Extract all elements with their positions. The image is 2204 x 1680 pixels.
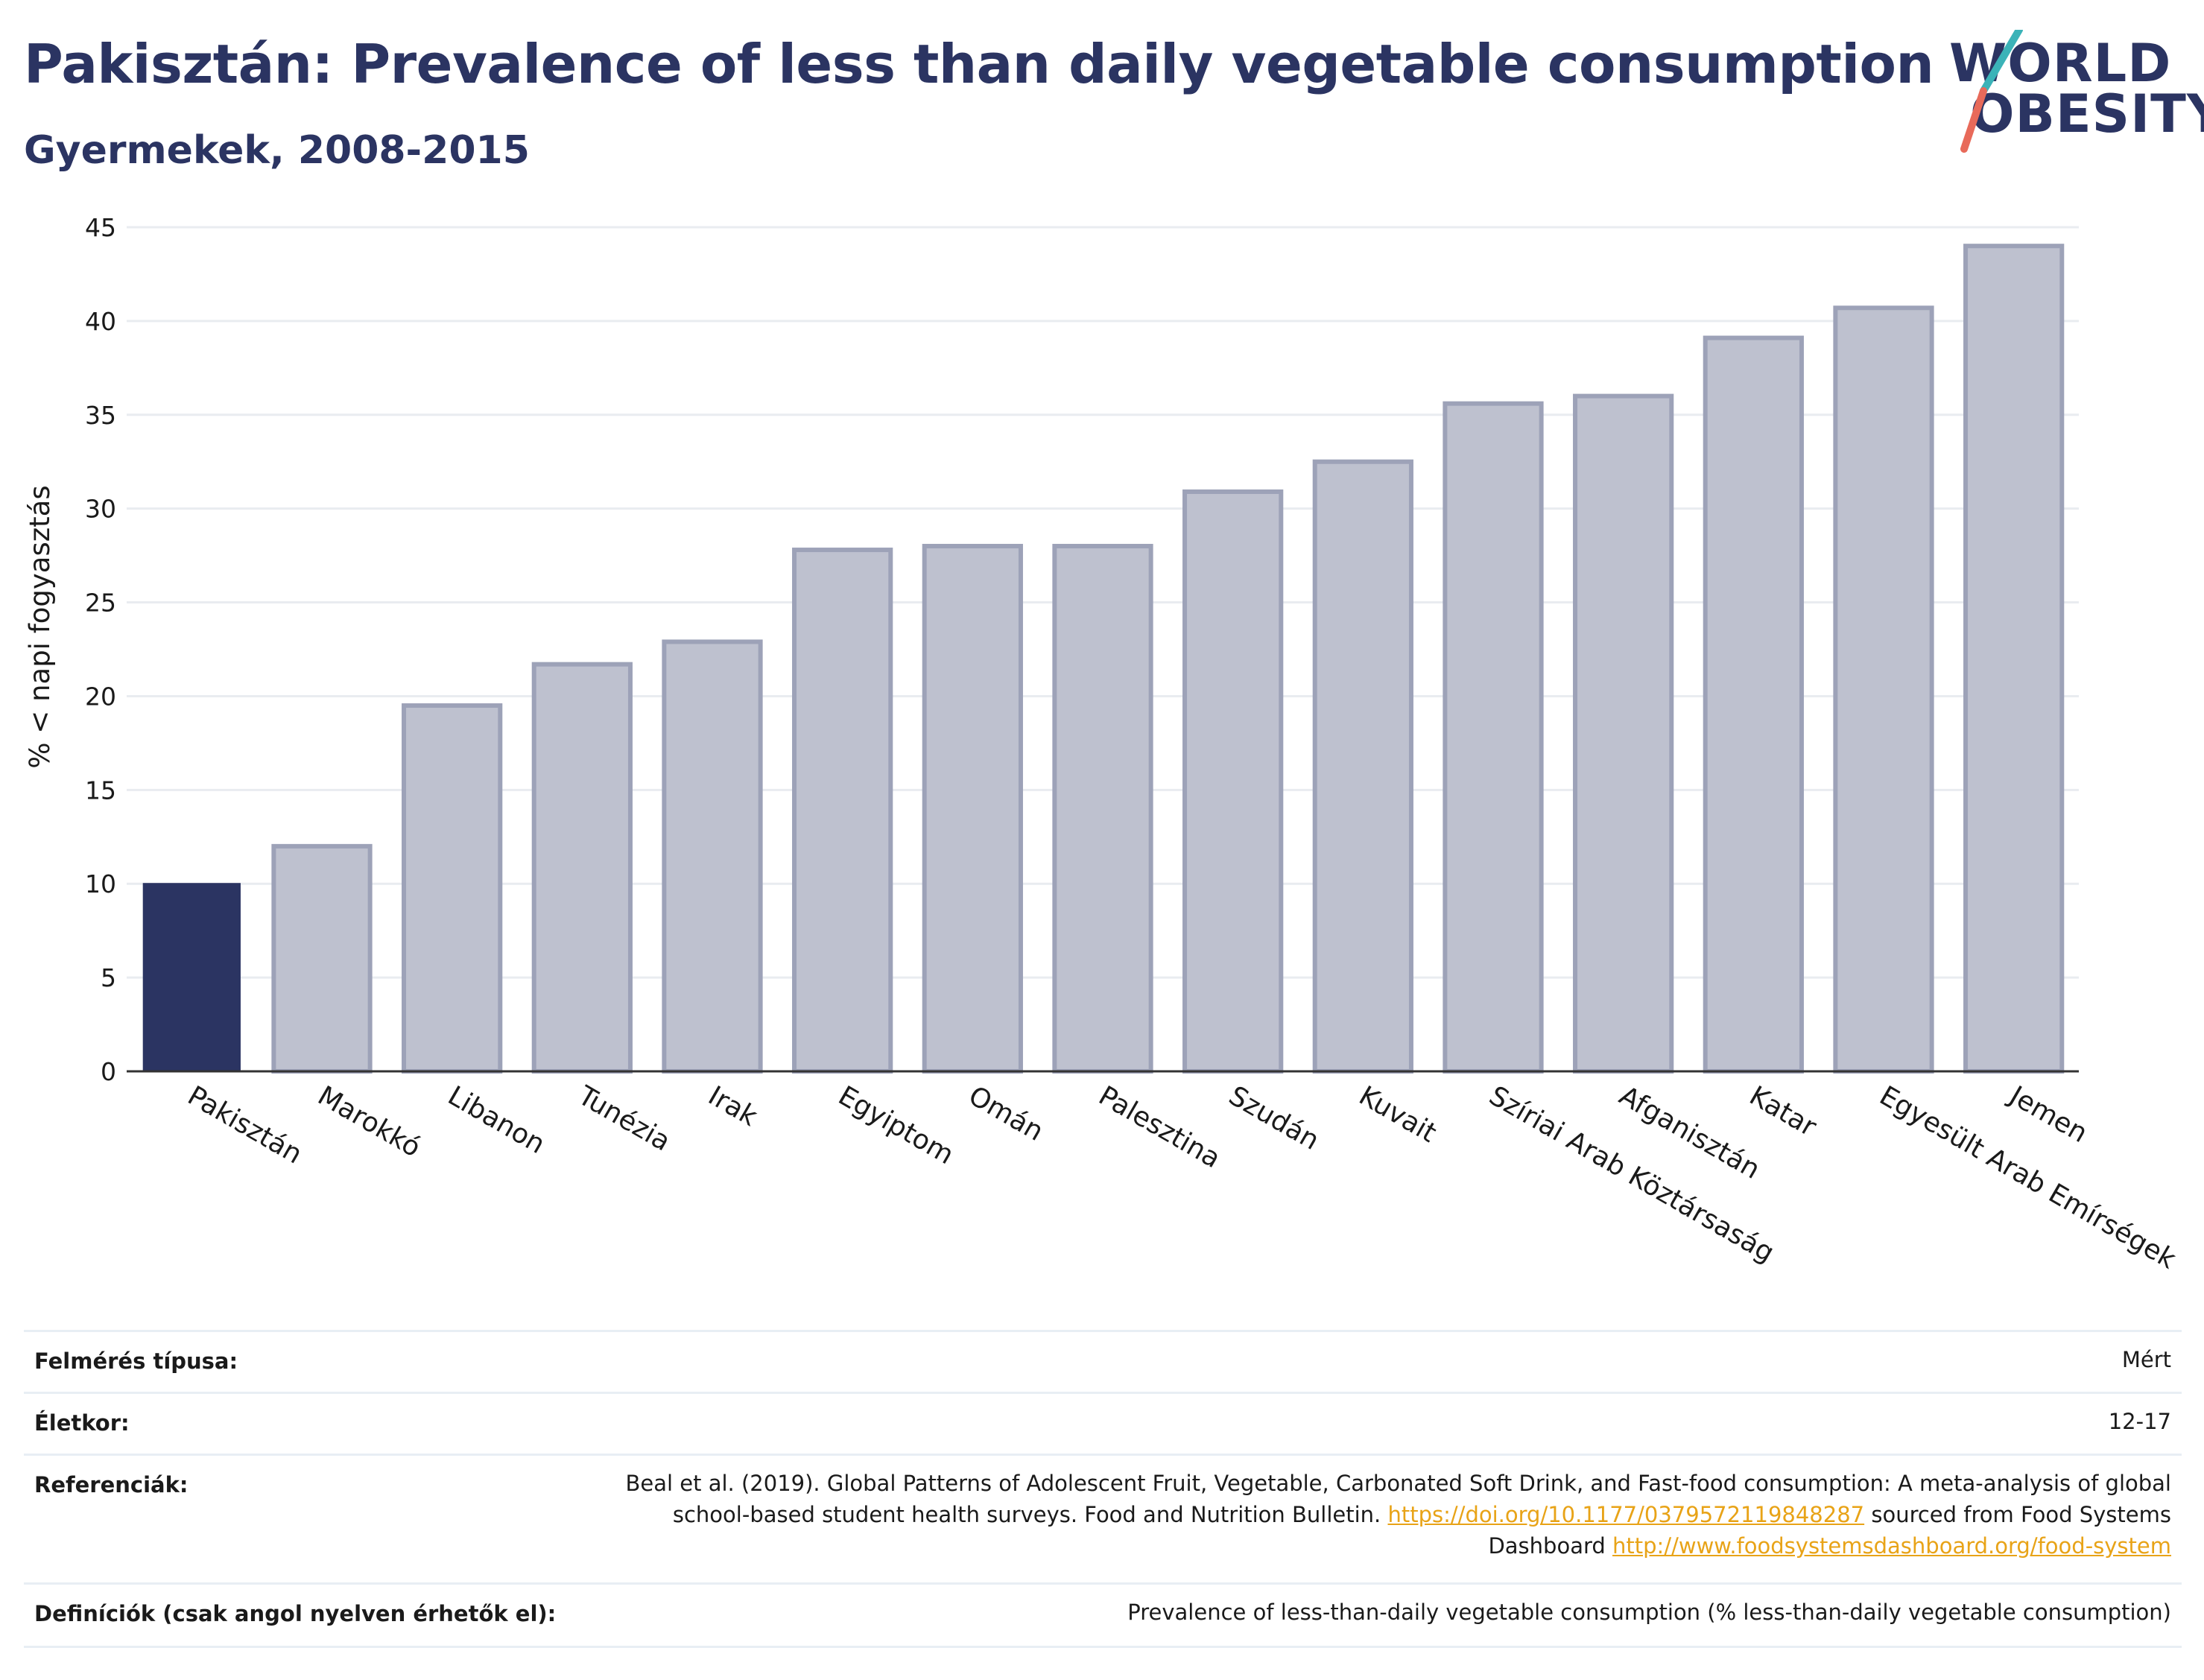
info-row-definitions: Definíciók (csak angol nyelven érhetők e… — [24, 1582, 2182, 1648]
bar-0 — [142, 883, 241, 1072]
y-tick-label: 30 — [85, 495, 116, 524]
y-tick-label: 15 — [85, 776, 116, 805]
bar-4 — [662, 639, 763, 1074]
bar-6 — [922, 544, 1023, 1074]
x-tick-label: Jemen — [2003, 1080, 2092, 1149]
info-row-age: Életkor: 12-17 — [24, 1392, 2182, 1454]
info-value: Mért — [2121, 1347, 2171, 1372]
y-axis-title: % < napi fogyasztás — [24, 485, 56, 768]
info-row-references: Referenciák: Beal et al. (2019). Global … — [24, 1454, 2182, 1582]
reference-text-2: sourced from Food Systems Dashboard — [1488, 1502, 2171, 1559]
bar-8 — [1182, 489, 1284, 1074]
x-tick-label: Marokkó — [313, 1080, 426, 1163]
bar-11 — [1573, 393, 1674, 1074]
y-axis-ticks: 0 5 10 15 20 25 30 35 40 45 — [85, 213, 116, 1086]
y-tick-label: 40 — [85, 307, 116, 336]
info-label: Referenciák: — [34, 1472, 189, 1497]
y-tick-label: 45 — [85, 213, 116, 242]
logo-slash-icon — [1960, 30, 2023, 153]
info-label: Életkor: — [34, 1410, 130, 1436]
bar-14 — [1963, 244, 2065, 1074]
bar-13 — [1833, 305, 1934, 1074]
y-tick-label: 5 — [101, 963, 116, 992]
bar-1 — [271, 843, 373, 1074]
x-tick-label: Szudán — [1223, 1080, 1324, 1156]
y-tick-label: 0 — [101, 1057, 116, 1086]
world-obesity-logo: WORLD OBESITY — [1937, 30, 2204, 156]
x-tick-label: Kuvait — [1354, 1080, 1442, 1149]
dashboard-link[interactable]: http://www.foodsystemsdashboard.org/food… — [1612, 1533, 2171, 1559]
x-tick-label: Egyiptom — [833, 1080, 959, 1170]
info-value: Prevalence of less-than-daily vegetable … — [1127, 1600, 2171, 1625]
bar-5 — [792, 548, 893, 1074]
y-tick-label: 25 — [85, 589, 116, 618]
doi-link[interactable]: https://doi.org/10.1177/0379572119848287 — [1387, 1502, 1865, 1527]
bars — [142, 244, 2065, 1074]
x-tick-label: Pakisztán — [183, 1080, 307, 1170]
bar-7 — [1052, 544, 1153, 1074]
chart-subtitle: Gyermekek, 2008-2015 — [24, 128, 530, 173]
bar-10 — [1443, 401, 1544, 1074]
info-value: 12-17 — [2108, 1409, 2171, 1434]
x-axis-labels: Pakisztán Marokkó Libanon Tunézia Irak Egyipt… — [183, 1080, 2181, 1275]
y-tick-label: 35 — [85, 401, 116, 430]
bar-9 — [1312, 459, 1413, 1074]
x-tick-label: Palesztina — [1094, 1080, 1226, 1174]
info-label: Felmérés típusa: — [34, 1348, 238, 1374]
bar-12 — [1703, 335, 1804, 1074]
y-tick-label: 10 — [85, 869, 116, 898]
info-label: Definíciók (csak angol nyelven érhetők e… — [34, 1601, 557, 1626]
info-row-survey-type: Felmérés típusa: Mért — [24, 1330, 2182, 1392]
x-tick-label: Irak — [703, 1080, 763, 1132]
bar-3 — [531, 662, 633, 1074]
x-tick-label: Omán — [963, 1080, 1048, 1147]
bar-chart: 0 5 10 15 20 25 30 35 40 45 Pakisztán Marokkó Liban… — [24, 213, 2181, 1275]
info-value-references: Beal et al. (2019). Global Patterns of A… — [607, 1456, 2182, 1562]
logo-line-2: OBESITY — [1970, 83, 2204, 145]
x-tick-label: Libanon — [443, 1080, 550, 1160]
y-tick-label: 20 — [85, 682, 116, 711]
x-tick-label: Tunézia — [572, 1080, 676, 1158]
chart-title: Pakisztán: Prevalence of less than daily… — [24, 33, 1934, 95]
info-table: Felmérés típusa: Mért Életkor: 12-17 Ref… — [24, 1330, 2182, 1648]
x-tick-label: Katar — [1744, 1080, 1822, 1143]
reference-text: Beal et al. (2019). Global Patterns of A… — [625, 1471, 2171, 1527]
bar-2 — [402, 703, 503, 1074]
